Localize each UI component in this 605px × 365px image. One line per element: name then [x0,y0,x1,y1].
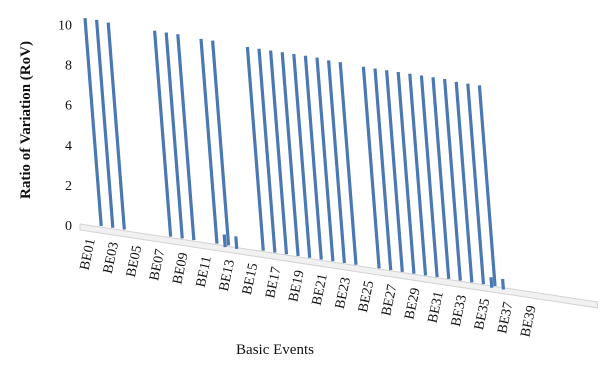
bar-BE14 [234,236,239,250]
chart-floor-plane [79,223,598,309]
bar-BE13 [222,234,227,248]
y-tick-label: 10 [58,18,72,33]
bar-BE16 [257,48,277,253]
x-tick-label: BE11 [194,255,215,289]
y-tick-label: 2 [65,179,72,194]
x-axis-ticks: BE01 BE03 BE05 BE07 BE09 BE11 BE13 BE15 BE17 BE19… [78,237,540,338]
bar-BE36 [489,277,494,288]
x-tick-label: BE03 [101,241,122,275]
x-tick-label: BE07 [147,248,168,282]
bar-BE19 [292,53,312,258]
x-tick-label: BE19 [286,269,307,303]
bar-BE27 [385,70,404,272]
x-tick-label: BE23 [333,276,354,310]
x-tick-label: BE27 [379,283,400,317]
y-tick-label: 4 [65,139,72,154]
bar-BE31 [431,77,451,280]
x-tick-label: BE01 [78,237,99,271]
x-tick-label: BE31 [426,290,447,324]
bar-BE17 [269,50,289,255]
bar-BE29 [408,73,428,276]
x-tick-label: BE05 [124,244,145,278]
bar-BE03 [106,22,126,230]
y-tick-label: 6 [65,99,72,114]
bar-BE02 [95,19,115,228]
bar-BE26 [373,68,393,271]
x-tick-label: BE33 [449,294,470,328]
y-tick-label: 8 [65,59,72,74]
bar-BE07 [153,30,173,237]
bar-BE23 [338,62,358,265]
bar-BE33 [454,81,474,283]
y-axis-title: Ratio of Variation (RoV) [18,41,34,199]
x-tick-label: BE29 [402,287,423,321]
bar-BE15 [245,46,265,251]
bar-BE34 [466,83,486,285]
bar-BE01 [83,17,103,227]
x-tick-label: BE37 [495,301,516,335]
y-tick-label: 0 [65,219,72,234]
x-tick-label: BE21 [310,272,331,306]
bar-BE30 [419,75,439,278]
bar-BE20 [303,55,323,260]
bar-BE08 [164,32,184,239]
y-axis-ticks: 0 2 4 6 8 10 [58,18,72,234]
bar-BE32 [443,78,462,281]
bar-BE18 [280,52,300,257]
bar-BE22 [327,60,347,264]
bar-BE37 [501,278,506,290]
bars [83,17,506,290]
x-tick-label: BE13 [217,258,238,292]
chart-floor [79,223,598,309]
x-tick-label: BE25 [356,280,377,314]
x-axis-title: Basic Events [236,342,314,358]
x-tick-label: BE09 [170,251,191,285]
bar-BE25 [361,66,381,269]
bar-BE28 [396,71,416,274]
bar-BE35 [477,85,497,287]
bar-BE11 [199,38,219,244]
bar-BE21 [315,57,335,262]
bar-BE12 [211,40,231,246]
x-tick-label: BE17 [263,265,284,299]
bar-BE09 [176,34,196,241]
x-tick-label: BE15 [240,262,261,296]
x-tick-label: BE35 [472,297,493,331]
x-tick-label: BE39 [518,304,539,338]
